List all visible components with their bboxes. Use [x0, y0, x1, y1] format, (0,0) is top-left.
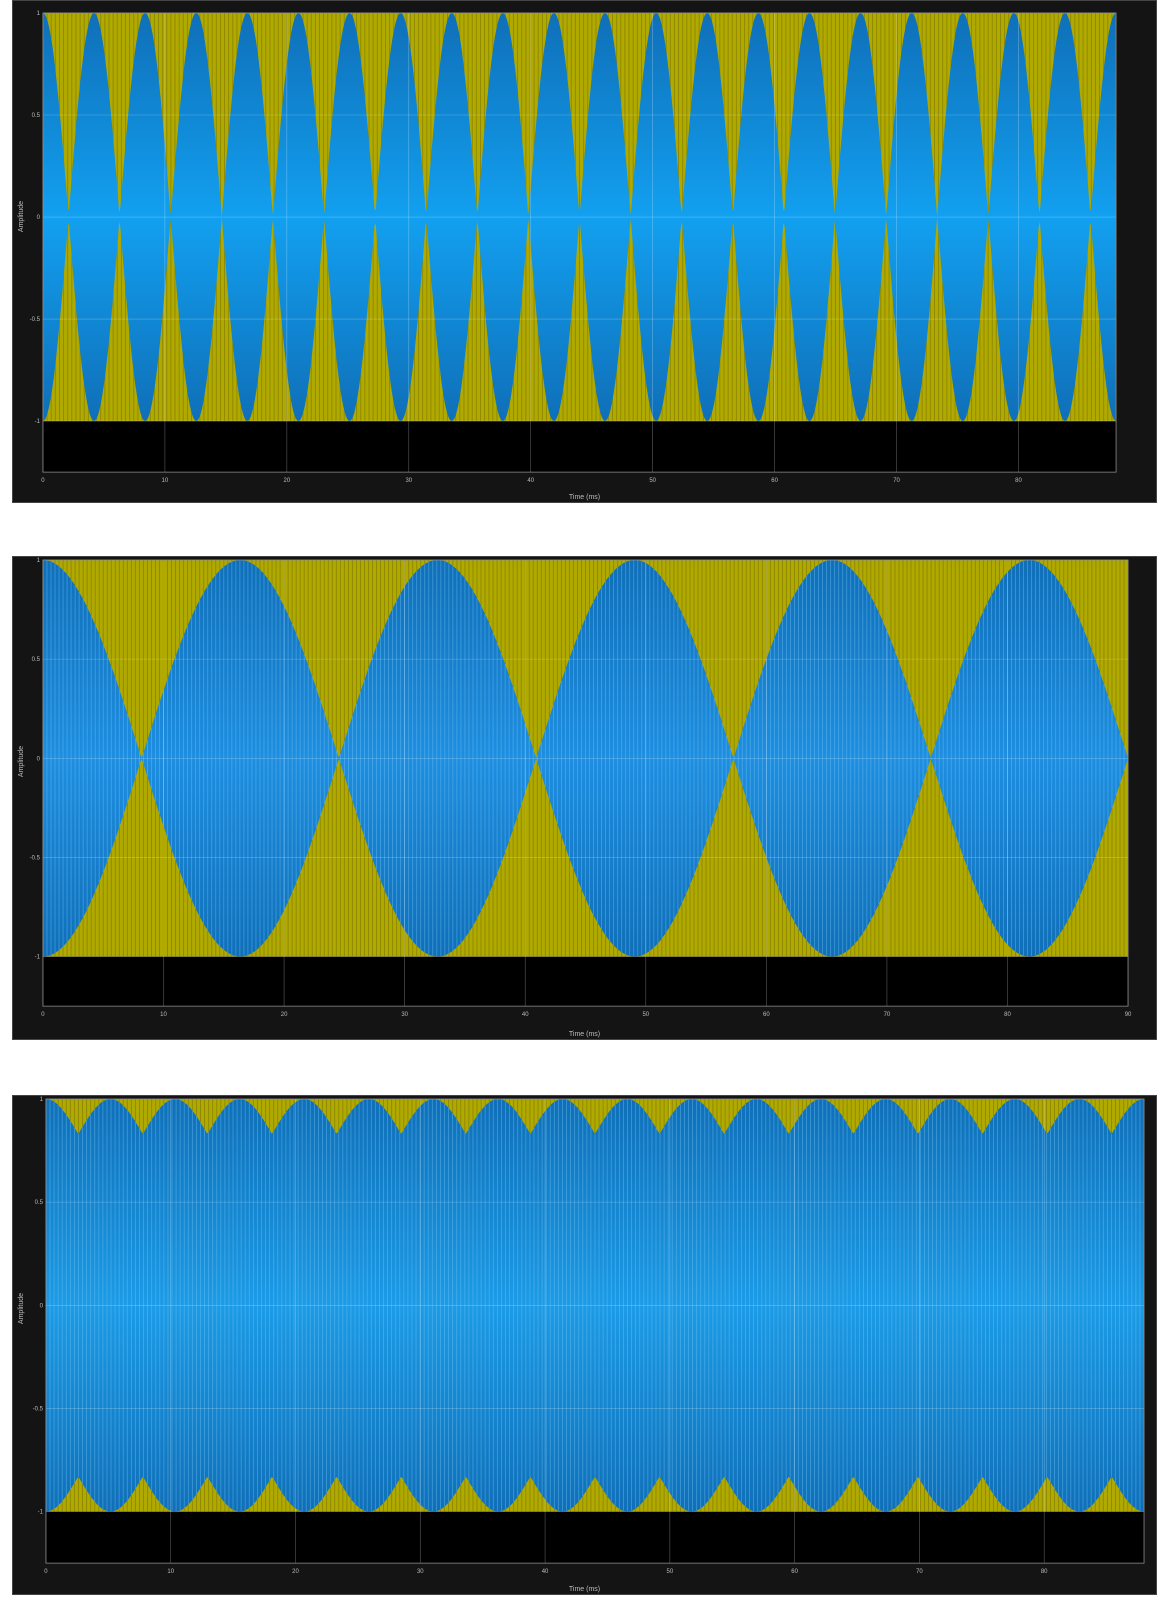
x-tick-label: 40 — [542, 1569, 549, 1575]
signal-layer — [42, 559, 1129, 957]
y-axis-label-wrap-2: Amplitude — [16, 565, 28, 958]
y-tick-label: -1 — [35, 955, 41, 961]
x-tick-label: 80 — [1004, 1012, 1011, 1018]
chart-panel-3: 0 10 20 30 40 50 60 70 80 -1 -0.5 0 0.5 1 Amplitude T… — [12, 1095, 1157, 1595]
x-tick-label: 0 — [41, 1012, 45, 1018]
y-axis-label-3: Amplitude — [18, 1292, 26, 1324]
x-tick-label: 20 — [281, 1012, 288, 1018]
x-tick-label: 30 — [405, 478, 412, 484]
x-tick-label: 70 — [893, 478, 900, 484]
y-axis-label-1: Amplitude — [18, 200, 26, 232]
x-tick-label: 0 — [44, 1569, 48, 1575]
y-tick-label: 0.5 — [35, 1200, 44, 1206]
x-tick-label: 30 — [417, 1569, 424, 1575]
chart-panel-2: 0 10 20 30 40 50 60 70 80 90 -1 -0.5 0 0.5 1 Amplitude… — [12, 556, 1157, 1040]
x-axis-label-2: Time (ms) — [568, 1031, 601, 1038]
x-tick-label: 10 — [160, 1012, 167, 1018]
y-axis-label-wrap-3: Amplitude — [16, 1104, 28, 1512]
x-tick-label: 70 — [884, 1012, 891, 1018]
axes-frame — [42, 559, 1129, 1007]
y-axis-label-2: Amplitude — [18, 745, 26, 778]
x-tick-label: 30 — [401, 1012, 408, 1018]
x-tick-label: 50 — [642, 1012, 649, 1018]
signal-envelope — [45, 1098, 1145, 1512]
waveform-plot-1: 0 10 20 30 40 50 60 70 80 -1 -0.5 0 0.5 1 — [30, 11, 1117, 484]
axes-frame — [45, 1098, 1145, 1564]
y-tick-label: -1 — [38, 1510, 44, 1516]
x-tick-label: 10 — [167, 1569, 174, 1575]
x-tick-label: 50 — [667, 1569, 674, 1575]
x-tick-label: 60 — [763, 1012, 770, 1018]
y-tick-label: -0.5 — [30, 317, 41, 323]
x-tick-label: 50 — [649, 478, 656, 484]
x-tick-label: 0 — [41, 478, 45, 484]
x-tick-label: 80 — [1041, 1569, 1048, 1575]
x-tick-label: 90 — [1125, 1012, 1132, 1018]
y-tick-label: 1 — [37, 558, 41, 564]
y-tick-label: -1 — [35, 419, 41, 425]
y-tick-label: -0.5 — [30, 855, 41, 861]
waveform-plot-2: 0 10 20 30 40 50 60 70 80 90 -1 -0.5 0 0.5 1 — [30, 558, 1132, 1018]
x-tick-label: 20 — [284, 478, 291, 484]
x-tick-label: 70 — [916, 1569, 923, 1575]
x-tick-label: 20 — [292, 1569, 299, 1575]
x-axis-label-1: Time (ms) — [568, 494, 601, 501]
y-tick-label: 0.5 — [32, 657, 41, 663]
y-tick-label: 0 — [37, 215, 41, 221]
y-tick-label: 0 — [37, 756, 41, 762]
y-tick-label: -0.5 — [33, 1406, 44, 1412]
x-tick-label: 10 — [162, 478, 169, 484]
y-tick-label: 0.5 — [32, 113, 41, 119]
y-tick-label: 1 — [37, 11, 41, 17]
y-axis-label-wrap-1: Amplitude — [16, 16, 28, 416]
waveform-plot-3: 0 10 20 30 40 50 60 70 80 -1 -0.5 0 0.5 1 — [33, 1097, 1145, 1575]
x-tick-label: 60 — [791, 1569, 798, 1575]
y-tick-label: 0 — [40, 1303, 44, 1309]
signal-envelope — [42, 12, 1117, 422]
chart-panel-1: 0 10 20 30 40 50 60 70 80 -1 -0.5 0 0.5 1 Amplitude T… — [12, 0, 1157, 503]
axes-frame — [42, 12, 1117, 473]
signal-envelope — [42, 559, 1129, 957]
x-tick-label: 60 — [771, 478, 778, 484]
x-tick-label: 40 — [522, 1012, 529, 1018]
signal-layer — [42, 12, 1117, 422]
signal-layer — [45, 1098, 1145, 1512]
x-axis-label-3: Time (ms) — [568, 1586, 601, 1593]
x-tick-label: 80 — [1015, 478, 1022, 484]
x-tick-label: 40 — [527, 478, 534, 484]
y-tick-label: 1 — [40, 1097, 44, 1103]
